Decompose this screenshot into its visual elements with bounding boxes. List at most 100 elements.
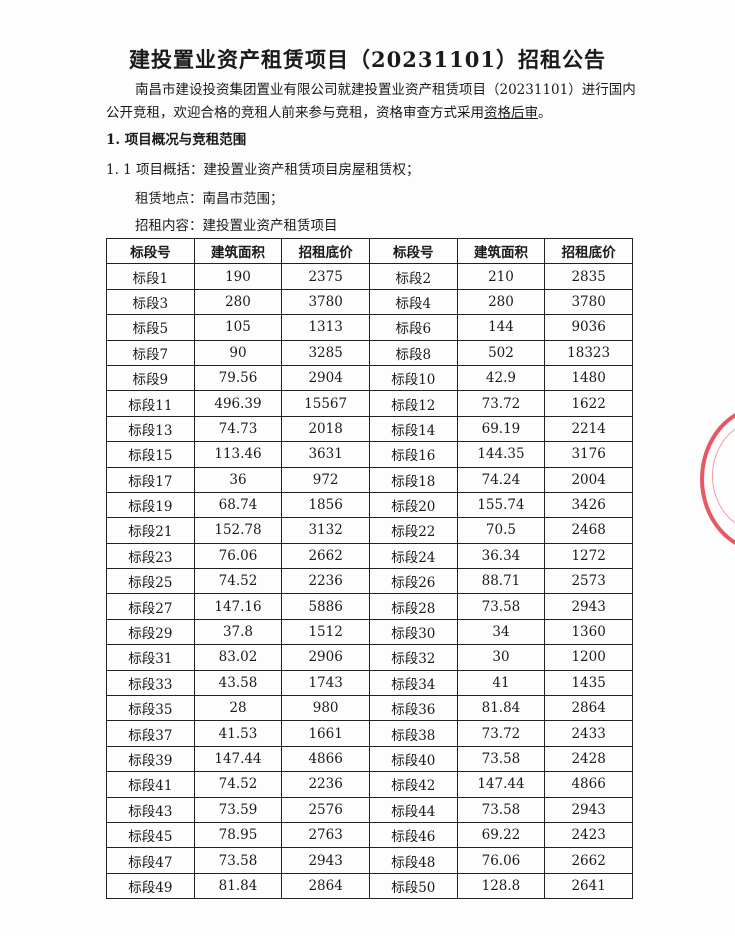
cell-base-price: 980: [281, 695, 370, 722]
cell-base-price: 2468: [544, 517, 633, 544]
cell-area: 210: [456, 263, 546, 290]
cell-lot-no: 标段1: [106, 263, 195, 290]
cell-lot-no: 标段7: [106, 339, 195, 366]
cell-area: 496.39: [193, 390, 283, 417]
cell-lot-no: 标段34: [368, 669, 458, 697]
section-heading-1: 1. 项目概况与竞租范围: [106, 132, 247, 148]
cell-base-price: 1313: [281, 314, 370, 341]
table-row: 标段15 113.46 3631 标段16 144.35 3176: [106, 441, 633, 468]
cell-lot-no: 标段17: [106, 466, 195, 493]
table-row: 标段45 78.95 2763 标段46 69.22 2423: [106, 821, 633, 849]
header-area: 建筑面积: [193, 237, 283, 265]
cell-lot-no: 标段35: [106, 695, 195, 722]
cell-base-price: 2835: [544, 263, 633, 290]
table-row: 标段43 73.59 2576 标段44 73.58 2943: [106, 796, 633, 823]
header-base-price: 招租底价: [281, 237, 370, 265]
cell-lot-no: 标段44: [368, 796, 458, 823]
table-row: 标段3 280 3780 标段4 280 3780: [106, 288, 633, 316]
cell-lot-no: 标段8: [368, 339, 458, 366]
cell-base-price: 2943: [544, 796, 633, 823]
cell-area: 37.8: [193, 618, 283, 646]
table-row: 标段11 496.39 15567 标段12 73.72 1622: [106, 390, 633, 417]
cell-area: 155.74: [456, 491, 546, 519]
cell-lot-no: 标段28: [368, 593, 458, 620]
cell-base-price: 2943: [281, 847, 370, 874]
cell-area: 73.58: [456, 796, 546, 823]
table-row: 标段19 68.74 1856 标段20 155.74 3426: [106, 491, 633, 519]
cell-base-price: 2423: [544, 821, 633, 849]
cell-lot-no: 标段6: [368, 314, 458, 341]
cell-lot-no: 标段36: [368, 695, 458, 722]
cell-lot-no: 标段32: [368, 644, 458, 671]
cell-area: 36: [193, 466, 283, 493]
cell-area: 41: [456, 669, 546, 697]
cell-base-price: 1512: [281, 618, 370, 646]
cell-area: 147.44: [456, 771, 546, 798]
cell-lot-no: 标段37: [106, 720, 195, 747]
cell-area: 152.78: [193, 517, 283, 544]
cell-area: 190: [193, 263, 283, 290]
cell-lot-no: 标段2: [368, 263, 458, 290]
cell-area: 73.58: [456, 593, 546, 620]
table-row: 标段33 43.58 1743 标段34 41 1435: [106, 669, 633, 697]
lease-location: 租赁地点：南昌市范围；: [135, 191, 284, 207]
cell-area: 81.84: [193, 872, 283, 900]
table-row: 标段41 74.52 2236 标段42 147.44 4866: [106, 771, 633, 798]
cell-area: 74.73: [193, 415, 283, 443]
cell-area: 36.34: [456, 542, 546, 570]
table-row: 标段25 74.52 2236 标段26 88.71 2573: [106, 568, 633, 595]
cell-base-price: 1435: [544, 669, 633, 697]
cell-lot-no: 标段26: [368, 568, 458, 595]
intro-line-2: 公开竞租，欢迎合格的竞租人前来参与竞租，资格审查方式采用资格后审。: [106, 101, 552, 121]
cell-base-price: 9036: [544, 314, 633, 341]
cell-base-price: 2018: [281, 415, 370, 443]
cell-area: 74.52: [193, 771, 283, 798]
cell-base-price: 2004: [544, 466, 633, 493]
cell-lot-no: 标段33: [106, 669, 195, 697]
cell-area: 88.71: [456, 568, 546, 595]
table-row: 标段7 90 3285 标段8 502 18323: [106, 339, 633, 366]
cell-area: 280: [193, 288, 283, 316]
cell-lot-no: 标段18: [368, 466, 458, 493]
cell-lot-no: 标段24: [368, 542, 458, 570]
cell-base-price: 2573: [544, 568, 633, 595]
cell-lot-no: 标段3: [106, 288, 195, 316]
cell-lot-no: 标段43: [106, 796, 195, 823]
cell-base-price: 3631: [281, 441, 370, 468]
header-lot-no: 标段号: [106, 237, 195, 265]
cell-base-price: 1743: [281, 669, 370, 697]
table-row: 标段9 79.56 2904 标段10 42.9 1480: [106, 364, 633, 392]
table-row: 标段27 147.16 5886 标段28 73.58 2943: [106, 593, 633, 620]
cell-base-price: 2236: [281, 771, 370, 798]
cell-base-price: 18323: [544, 339, 633, 366]
document-title: 建投置业资产租赁项目（20231101）招租公告: [129, 47, 606, 72]
table-row: 标段49 81.84 2864 标段50 128.8 2641: [106, 872, 633, 900]
cell-lot-no: 标段13: [106, 415, 195, 443]
table-row: 标段31 83.02 2906 标段32 30 1200: [106, 644, 633, 671]
table-row: 标段1 190 2375 标段2 210 2835: [106, 263, 633, 290]
cell-base-price: 3426: [544, 491, 633, 519]
cell-base-price: 2864: [281, 872, 370, 900]
cell-base-price: 2576: [281, 796, 370, 823]
cell-area: 69.19: [456, 415, 546, 443]
cell-base-price: 2864: [544, 695, 633, 722]
cell-lot-no: 标段45: [106, 821, 195, 849]
cell-base-price: 15567: [281, 390, 370, 417]
cell-base-price: 3176: [544, 441, 633, 468]
cell-base-price: 972: [281, 466, 370, 493]
cell-area: 79.56: [193, 364, 283, 392]
cell-area: 74.24: [456, 466, 546, 493]
cell-area: 105: [193, 314, 283, 341]
cell-lot-no: 标段39: [106, 745, 195, 773]
cell-base-price: 2375: [281, 263, 370, 290]
cell-base-price: 3132: [281, 517, 370, 544]
cell-area: 144: [456, 314, 546, 341]
cell-lot-no: 标段20: [368, 491, 458, 519]
cell-base-price: 2662: [281, 542, 370, 570]
cell-area: 34: [456, 618, 546, 646]
cell-lot-no: 标段23: [106, 542, 195, 570]
cell-base-price: 4866: [281, 745, 370, 773]
table-row: 标段39 147.44 4866 标段40 73.58 2428: [106, 745, 633, 773]
cell-base-price: 2906: [281, 644, 370, 671]
